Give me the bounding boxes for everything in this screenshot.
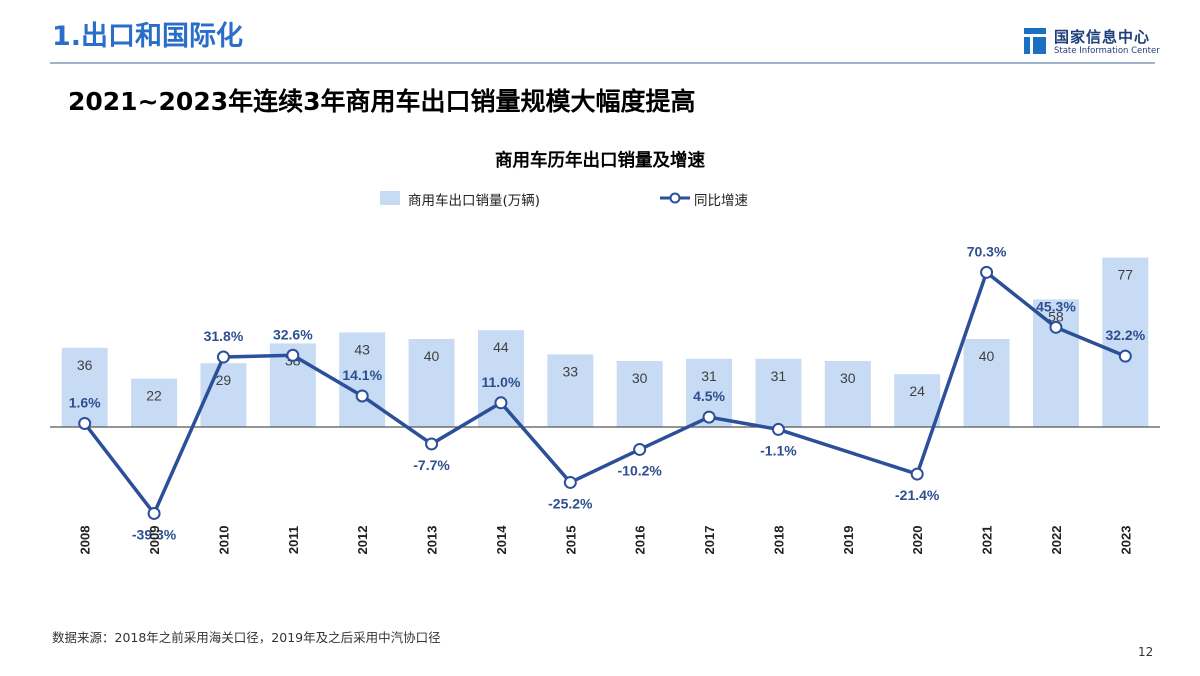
x-tick-label: 2011 xyxy=(286,526,301,554)
bar-value-label: 22 xyxy=(146,388,162,404)
legend-line-label: 同比增速 xyxy=(694,193,748,209)
bar-value-label: 29 xyxy=(216,372,232,388)
bar-value-label: 44 xyxy=(493,339,509,355)
growth-value-label: -10.2% xyxy=(618,462,663,478)
logo-text-en: State Information Center xyxy=(1054,46,1160,56)
growth-point-2020 xyxy=(910,467,924,481)
growth-point-2010 xyxy=(216,350,230,364)
growth-value-label: 11.0% xyxy=(481,374,520,390)
page-number: 12 xyxy=(1138,645,1154,659)
x-tick-label: 2009 xyxy=(147,526,162,555)
bar-value-label: 33 xyxy=(563,363,579,379)
growth-value-label: -7.7% xyxy=(413,457,450,473)
x-tick-label: 2023 xyxy=(1118,526,1133,555)
growth-point-2013 xyxy=(425,437,439,451)
bar-value-label: 58 xyxy=(1048,308,1064,324)
growth-value-label: 32.6% xyxy=(273,326,313,342)
growth-value-label: 14.1% xyxy=(342,367,382,383)
x-tick-label: 2014 xyxy=(494,525,509,555)
growth-value-label: 70.3% xyxy=(967,243,1007,259)
growth-point-2018 xyxy=(771,422,785,436)
growth-point-2014 xyxy=(494,396,508,410)
growth-value-label: 31.8% xyxy=(204,328,244,344)
growth-value-label: 1.6% xyxy=(69,394,101,410)
growth-point-2021 xyxy=(980,265,994,279)
growth-point-2008 xyxy=(78,416,92,430)
x-tick-label: 2021 xyxy=(980,526,995,555)
header-divider xyxy=(50,62,1155,64)
bar-value-label: 30 xyxy=(840,370,856,386)
growth-point-2017 xyxy=(702,410,716,424)
bar-2009 xyxy=(131,378,178,427)
bar-2008 xyxy=(61,347,108,427)
growth-point-2009 xyxy=(147,506,161,520)
bar-2021 xyxy=(963,339,1010,427)
bar-value-label: 31 xyxy=(771,368,787,384)
section-title: 1.出口和国际化 xyxy=(52,21,244,52)
legend-bar-label: 商用车出口销量(万辆) xyxy=(408,193,541,209)
x-tick-label: 2020 xyxy=(910,526,925,555)
growth-point-2011 xyxy=(286,348,300,362)
logo-text-cn: 国家信息中心 xyxy=(1054,28,1151,46)
bar-2012 xyxy=(339,332,386,427)
bar-2019 xyxy=(824,361,871,427)
x-tick-label: 2022 xyxy=(1049,526,1064,555)
growth-point-2023 xyxy=(1118,349,1132,363)
bar-value-label: 40 xyxy=(979,348,995,364)
bar-value-label: 31 xyxy=(701,368,717,384)
bar-series xyxy=(61,257,1149,427)
bar-2013 xyxy=(408,339,455,427)
x-tick-label: 2018 xyxy=(771,526,786,555)
bar-2023 xyxy=(1102,257,1149,427)
x-tick-label: 2012 xyxy=(355,526,370,555)
chart-title: 商用车历年出口销量及增速 xyxy=(495,151,705,171)
growth-point-2016 xyxy=(633,442,647,456)
x-tick-label: 2010 xyxy=(216,526,231,555)
growth-value-label: 45.3% xyxy=(1036,298,1076,314)
x-tick-label: 2008 xyxy=(78,526,93,555)
bar-2018 xyxy=(755,358,802,427)
bar-value-label: 77 xyxy=(1118,267,1134,283)
legend-line-swatch xyxy=(660,192,690,204)
bar-value-label: 36 xyxy=(77,357,93,373)
growth-value-label: 32.2% xyxy=(1105,327,1145,343)
x-tick-label: 2019 xyxy=(841,526,856,555)
growth-line-series xyxy=(78,265,1132,520)
growth-value-label: 4.5% xyxy=(693,388,725,404)
bar-value-label: 40 xyxy=(424,348,440,364)
x-tick-label: 2015 xyxy=(563,526,578,555)
bar-2022 xyxy=(1032,299,1079,427)
x-tick-label: 2017 xyxy=(702,526,717,555)
data-source-note: 数据来源：2018年之前采用海关口径，2019年及之后采用中汽协口径 xyxy=(52,630,441,645)
bar-value-label: 43 xyxy=(354,341,370,357)
growth-value-label: -1.1% xyxy=(760,442,797,458)
growth-value-label: -39.3% xyxy=(132,526,177,542)
x-tick-label: 2016 xyxy=(633,526,648,555)
bar-2020 xyxy=(894,374,941,427)
x-tick-label: 2013 xyxy=(425,526,440,555)
legend-bar-swatch xyxy=(380,191,400,205)
growth-point-2015 xyxy=(563,475,577,489)
bar-2015 xyxy=(547,354,594,427)
growth-point-2022 xyxy=(1049,320,1063,334)
growth-value-label: -21.4% xyxy=(895,487,940,503)
bar-2016 xyxy=(616,361,663,427)
slide-headline: 2021~2023年连续3年商用车出口销量规模大幅度提高 xyxy=(68,87,696,116)
bar-value-label: 24 xyxy=(909,383,925,399)
logo-icon xyxy=(1024,28,1046,54)
growth-point-2012 xyxy=(355,389,369,403)
bar-value-label: 30 xyxy=(632,370,648,386)
growth-value-label: -25.2% xyxy=(548,495,593,511)
logo: 国家信息中心 State Information Center xyxy=(1024,22,1174,62)
